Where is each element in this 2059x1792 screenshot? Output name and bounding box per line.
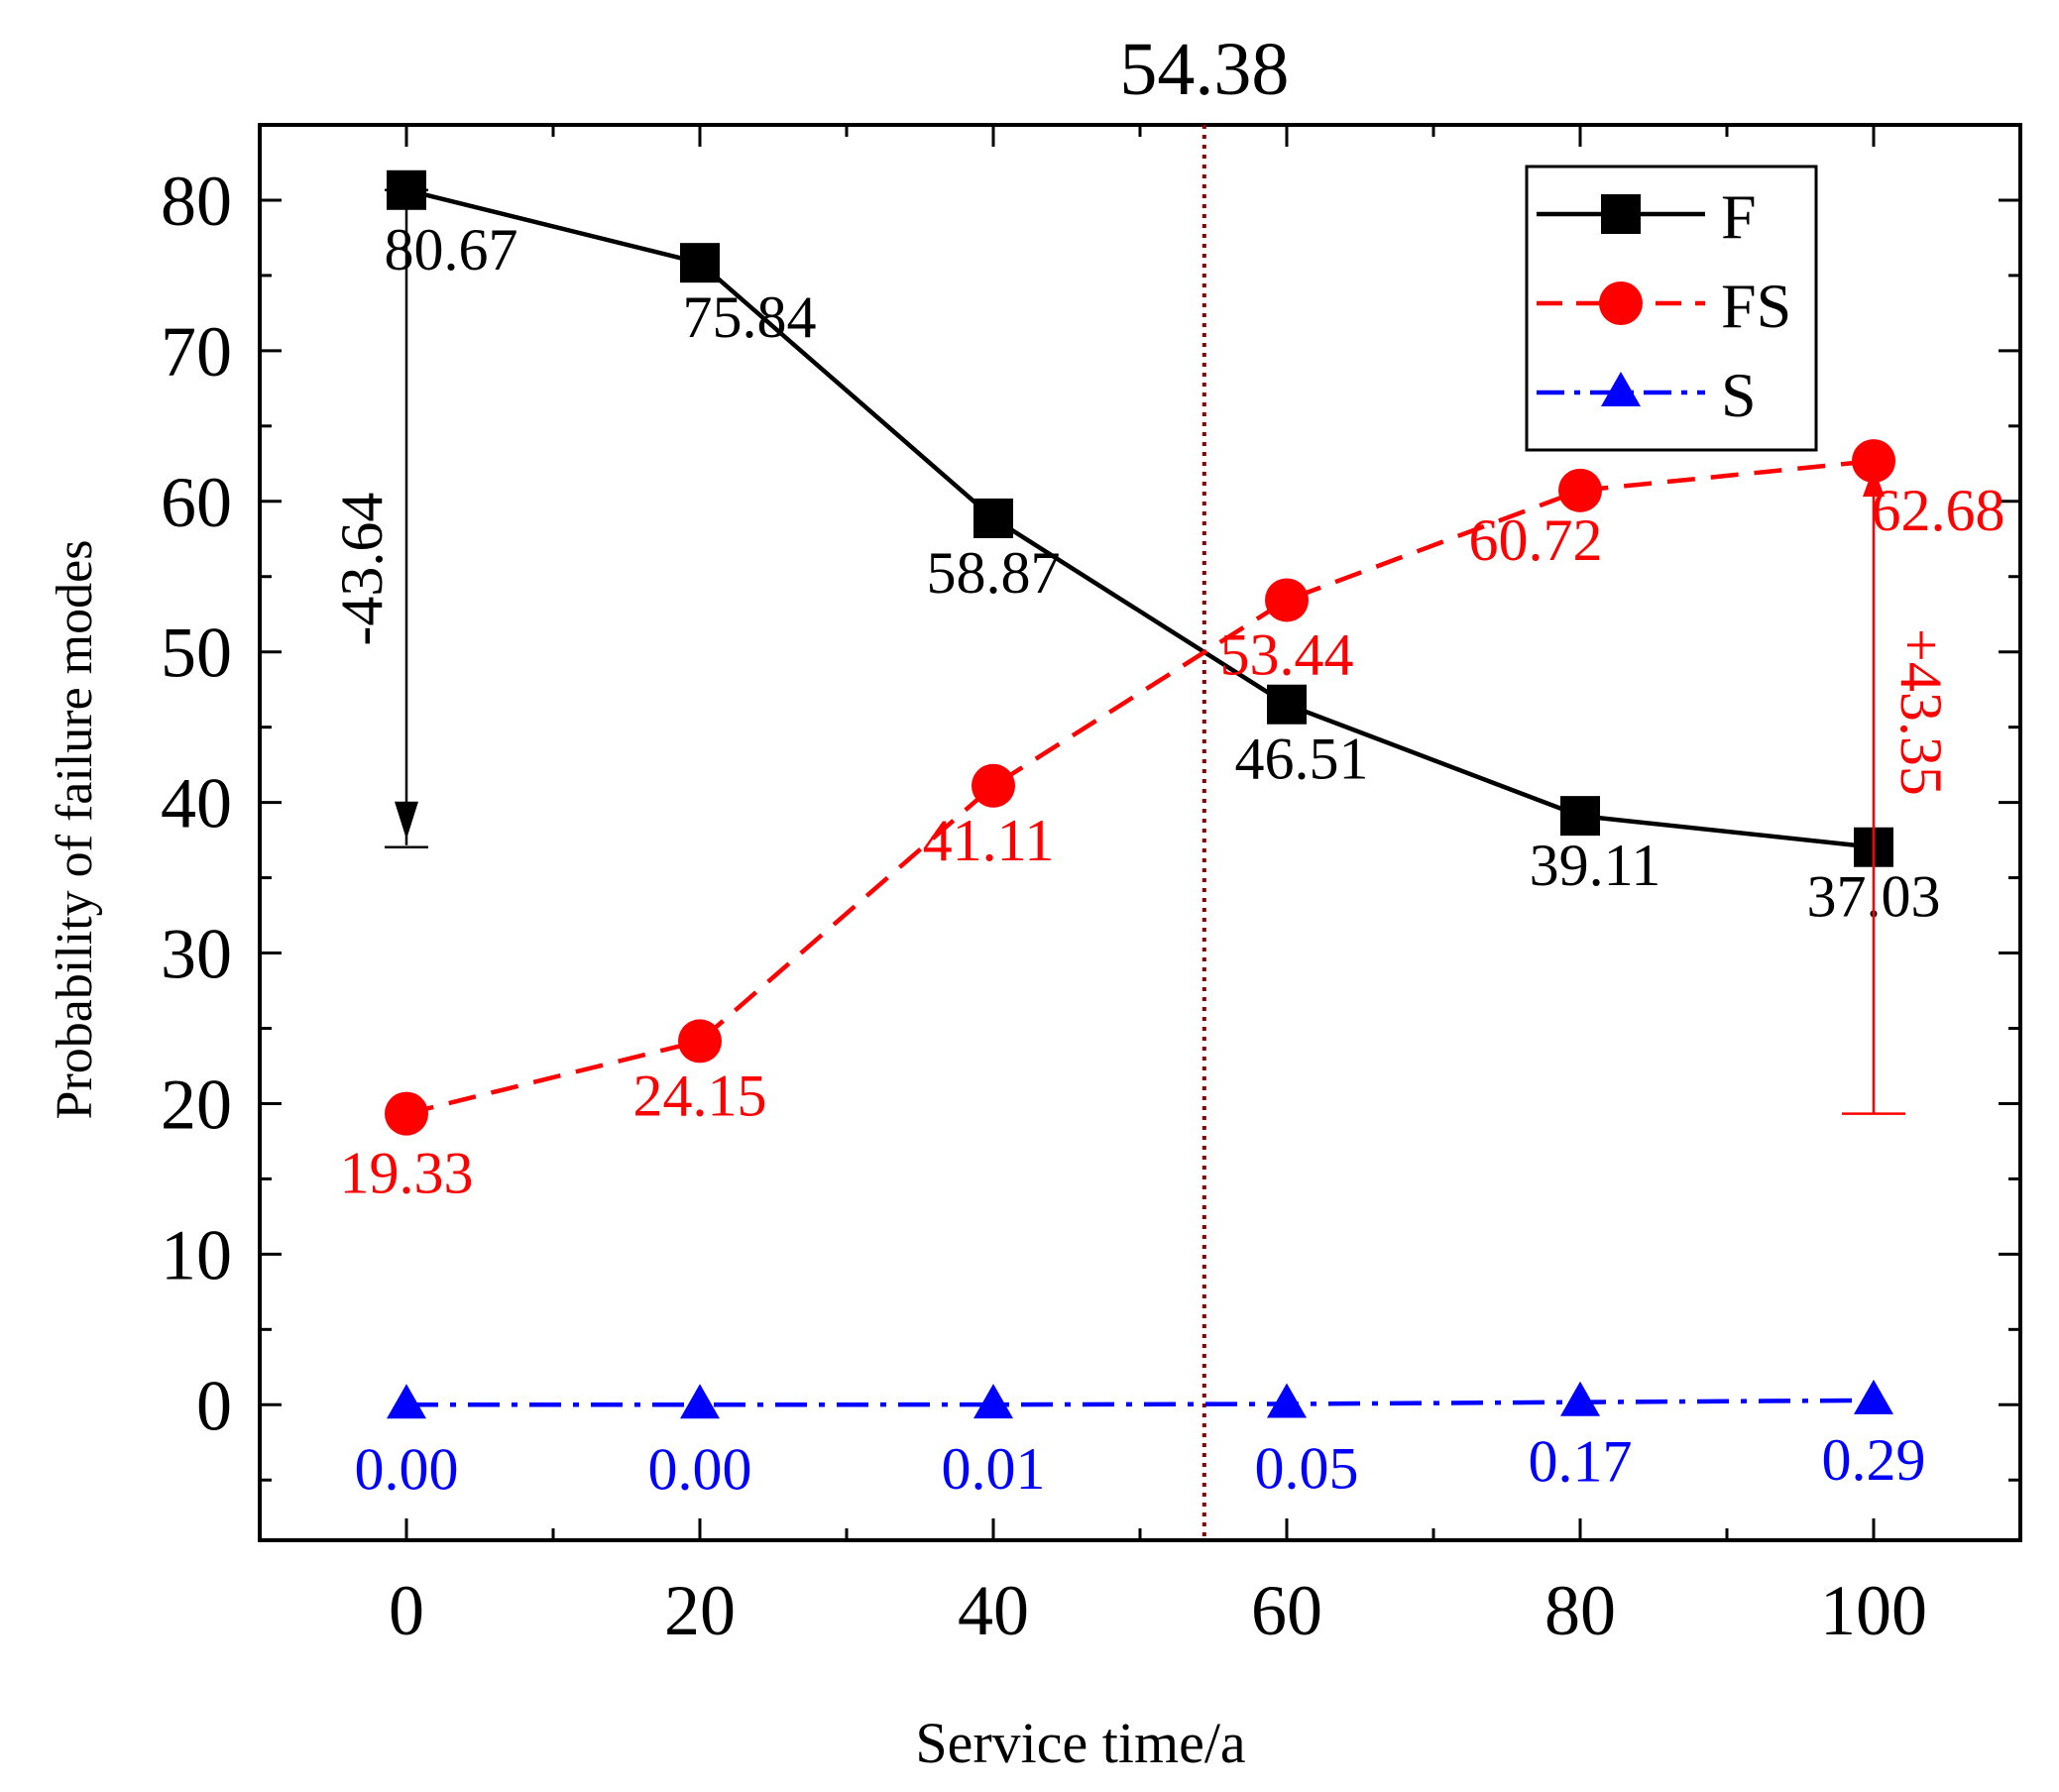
data-label-fs: 19.33 [340, 1141, 474, 1206]
legend-marker-s [1601, 372, 1641, 406]
x-tick-label: 0 [389, 1571, 424, 1650]
point-f [1267, 684, 1307, 725]
y-tick-label: 80 [161, 162, 232, 241]
point-f [973, 498, 1013, 538]
data-label-fs: 41.11 [923, 808, 1055, 873]
y-tick-label: 10 [161, 1215, 232, 1294]
legend-marker-f [1601, 194, 1641, 234]
data-label-f: 80.67 [385, 217, 518, 282]
series-line-f [405, 187, 1875, 849]
y-tick-label: 60 [161, 463, 232, 542]
x-tick-label: 80 [1544, 1571, 1616, 1650]
x-axis-label: Service time/a [915, 1711, 1245, 1775]
data-label-fs: 53.44 [1220, 621, 1354, 687]
annotation-arrowhead [395, 801, 418, 840]
y-tick-label: 0 [196, 1366, 232, 1445]
data-label-f: 39.11 [1530, 833, 1661, 898]
legend-label-fs: FS [1721, 271, 1791, 341]
point-s [1560, 1381, 1600, 1416]
annotation-label-increase: +43.35 [1888, 628, 1954, 796]
x-tick-label: 20 [664, 1571, 736, 1650]
annotation-label-decrease: -43.64 [329, 493, 395, 646]
annotation-arrowhead-red [1863, 467, 1885, 498]
point-fs [972, 763, 1015, 808]
y-tick-label: 30 [161, 915, 232, 994]
data-label-fs: 60.72 [1469, 507, 1603, 573]
y-tick-label: 40 [161, 764, 232, 843]
data-label-s: 0.01 [942, 1436, 1046, 1502]
data-label-s: 0.00 [355, 1436, 459, 1502]
point-s [680, 1384, 720, 1419]
point-s [1267, 1383, 1307, 1418]
point-s [973, 1384, 1013, 1419]
data-label-f: 46.51 [1235, 727, 1369, 792]
point-fs [1558, 468, 1602, 512]
data-label-s: 0.05 [1255, 1436, 1359, 1502]
point-s [1854, 1379, 1893, 1414]
y-axis-label: Probability of failure modes [47, 540, 103, 1120]
point-f [680, 243, 720, 283]
series-line-fs [405, 458, 1875, 1116]
point-fs [1265, 578, 1309, 622]
data-label-f: 75.84 [683, 284, 817, 350]
crossover-label: 54.38 [1119, 28, 1289, 111]
y-tick-label: 70 [161, 312, 232, 392]
x-tick-label: 60 [1251, 1571, 1322, 1650]
y-tick-label: 20 [161, 1064, 232, 1144]
point-s [387, 1384, 426, 1419]
y-tick-label: 50 [161, 614, 232, 693]
point-fs [1852, 439, 1895, 484]
legend-marker-fs [1599, 281, 1643, 325]
data-label-s: 0.29 [1822, 1427, 1926, 1493]
data-label-fs: 62.68 [1872, 478, 2005, 543]
legend-label-s: S [1721, 360, 1757, 430]
legend-label-f: F [1721, 181, 1757, 252]
point-fs [678, 1019, 722, 1064]
data-label-s: 0.00 [648, 1436, 752, 1502]
point-fs [385, 1091, 428, 1136]
plot-layer: 0 20 40 60 80 100 0 10 20 30 40 50 60 70 80 54.38 80.67 7… [161, 28, 2022, 1650]
data-label-f: 58.87 [927, 540, 1061, 606]
point-f [1560, 796, 1600, 837]
data-label-s: 0.17 [1529, 1429, 1633, 1495]
data-label-fs: 24.15 [633, 1063, 767, 1128]
x-tick-label: 40 [958, 1571, 1029, 1650]
x-tick-label: 100 [1820, 1571, 1927, 1650]
